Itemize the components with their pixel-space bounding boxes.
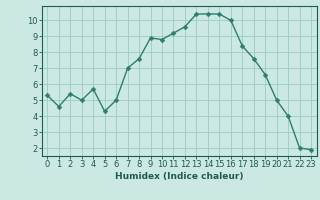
X-axis label: Humidex (Indice chaleur): Humidex (Indice chaleur) [115,172,244,181]
